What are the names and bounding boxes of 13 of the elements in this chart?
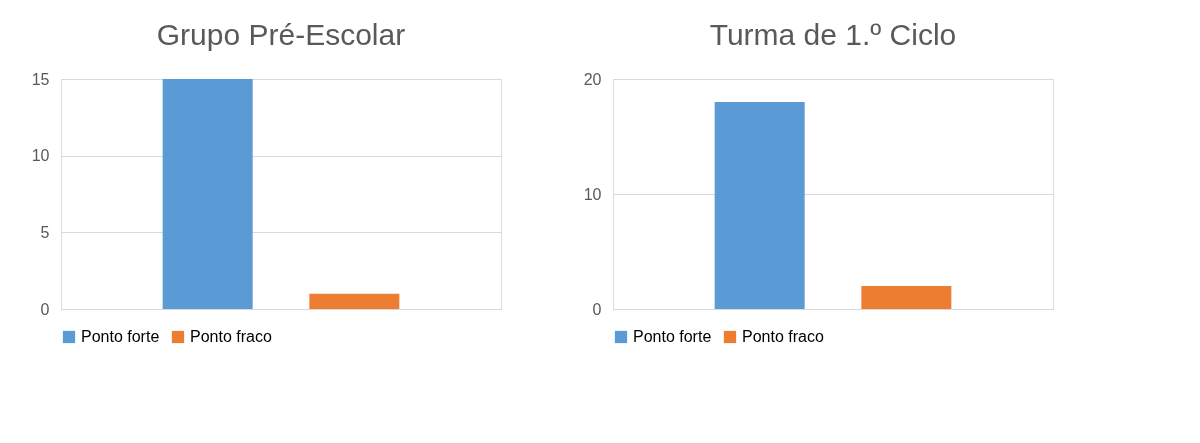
legend-label: Ponto forte [633, 328, 712, 345]
y-tick-label: 10 [583, 185, 602, 203]
y-tick-label: 10 [31, 147, 50, 165]
y-tick-label: 20 [583, 70, 602, 88]
y-tick-label: 0 [592, 300, 602, 318]
chart-title: Turma de 1.º Ciclo [709, 18, 957, 51]
y-tick-label: 0 [40, 300, 50, 318]
y-tick-label: 5 [40, 223, 50, 241]
legend-label: Ponto forte [81, 328, 160, 345]
legend-label: Ponto fraco [742, 328, 824, 345]
chart-title: Grupo Pré-Escolar [156, 18, 406, 51]
y-tick-label: 15 [31, 70, 50, 88]
legend-label: Ponto fraco [190, 328, 272, 345]
